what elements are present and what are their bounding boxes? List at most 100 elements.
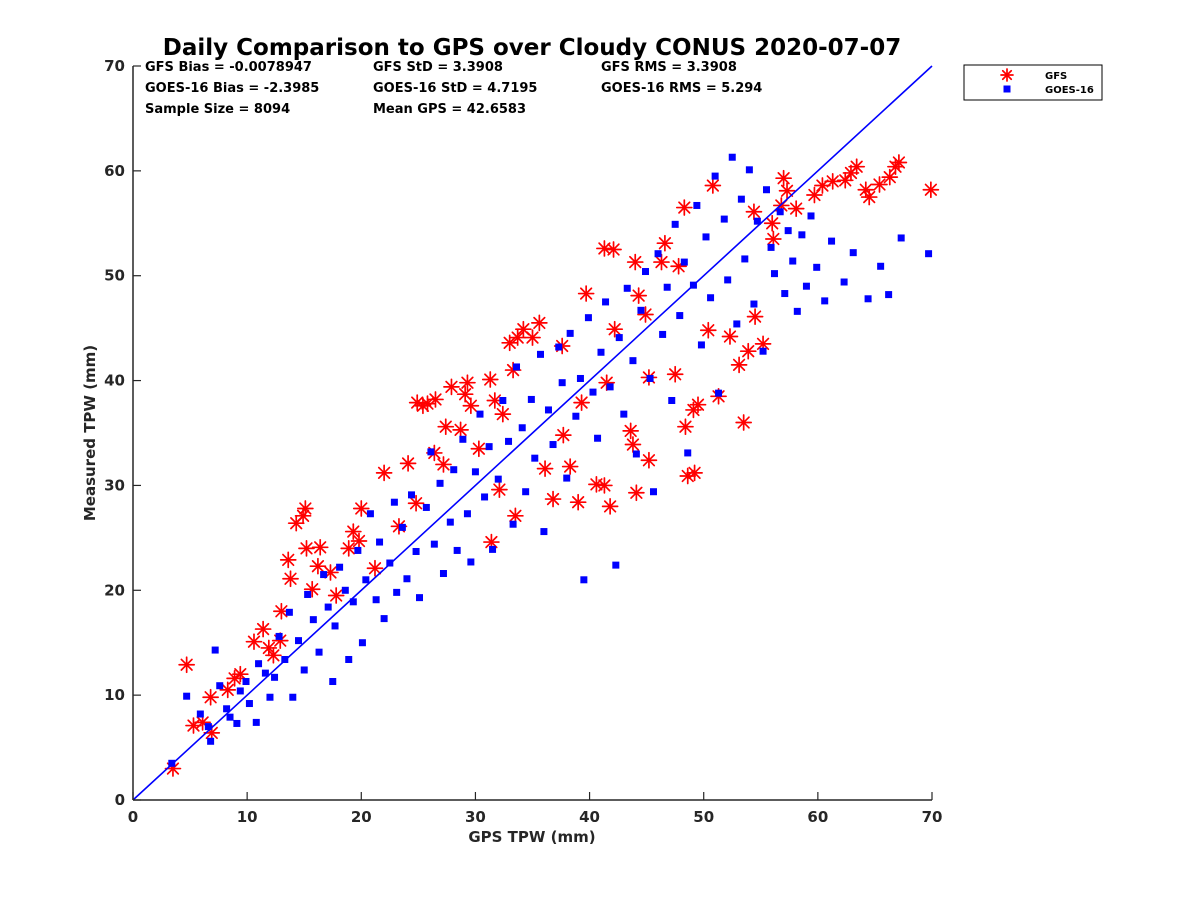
gfs-point (775, 169, 792, 187)
gfs-point (746, 308, 764, 325)
goes16-point (684, 449, 692, 457)
goes16-point (331, 622, 339, 630)
goes16-point (459, 435, 467, 443)
y-tick-label: 70 (104, 57, 125, 75)
chart-title: Daily Comparison to GPS over Cloudy CONU… (163, 35, 901, 61)
gfs-point (298, 539, 315, 557)
goes16-point (663, 283, 671, 291)
goes16-point (849, 249, 857, 257)
goes16-point (485, 443, 493, 451)
gfs-point (524, 329, 541, 346)
gfs-point (366, 559, 384, 577)
gfs-point (491, 481, 508, 498)
goes16-point (623, 284, 631, 292)
statistics-annotations: GFS Bias = -0.0078947 GFS StD = 3.3908 GFS… (145, 60, 762, 117)
gfs-point (427, 391, 444, 408)
gfs-point (778, 182, 796, 200)
goes16-point (793, 307, 801, 315)
goes16-point (707, 294, 715, 302)
gfs-point (730, 356, 748, 374)
gfs-point (666, 365, 684, 383)
goes16-point (427, 448, 435, 456)
data-points (164, 153, 940, 777)
gfs-point (509, 329, 527, 346)
gfs-point (456, 385, 474, 403)
goes16-point (204, 723, 212, 731)
goes16-point (439, 570, 447, 578)
gfs-point (890, 154, 908, 171)
goes16-point (724, 276, 732, 284)
goes16-point (549, 441, 557, 449)
gfs-point (577, 285, 595, 302)
goes16-point (336, 563, 344, 571)
goes16-point (522, 488, 530, 496)
goes16-point (372, 596, 380, 604)
goes16-point (580, 576, 588, 584)
gfs-point (219, 681, 237, 699)
gfs-point (637, 306, 654, 323)
goes16-point (518, 424, 526, 432)
legend-box (963, 64, 1103, 101)
goes16-point (295, 637, 303, 645)
x-tick-label: 50 (693, 808, 714, 826)
gfs-point (419, 395, 436, 412)
gfs-point (202, 688, 219, 706)
goes16-point (649, 488, 657, 496)
goes16-point (781, 290, 789, 298)
gfs-point (735, 414, 753, 431)
goes16-point (415, 594, 423, 602)
legend-gfs-marker (1000, 68, 1014, 82)
goes16-point (828, 237, 836, 245)
goes16-point (576, 374, 584, 382)
gfs-point (677, 418, 694, 436)
y-tick-label: 20 (104, 581, 125, 599)
goes16-point (558, 379, 566, 387)
gfs-point (640, 451, 658, 469)
gfs-point (598, 374, 616, 392)
goes16-point (770, 270, 778, 278)
goes16-point (345, 655, 353, 663)
goes16-point (349, 598, 357, 606)
goes16-point (285, 608, 293, 616)
y-tick-label: 60 (104, 162, 125, 180)
goes16-point (315, 648, 323, 656)
goes16-point (784, 227, 792, 235)
gfs-point (231, 665, 249, 683)
goes16-point (476, 410, 484, 418)
goes16-point (403, 575, 411, 583)
gfs-point (350, 532, 368, 550)
goes16-point (211, 646, 219, 654)
goes16-point (226, 713, 234, 721)
gfs-point (507, 507, 524, 525)
x-axis-label: GPS TPW (mm) (468, 828, 595, 846)
goes16-point (659, 330, 667, 338)
goes16-point (925, 250, 933, 258)
goes16-point (762, 186, 770, 194)
goes16-point (594, 434, 602, 442)
goes16-point (271, 673, 279, 681)
gfs-point (605, 241, 622, 258)
gfs-point (279, 551, 297, 569)
goes16-point (737, 195, 745, 203)
gfs-point (352, 500, 370, 517)
gfs-point (459, 374, 476, 392)
gfs-point (601, 498, 619, 515)
legend-goes16-marker (1003, 85, 1011, 93)
goes16-point (741, 255, 749, 263)
gfs-point (836, 171, 854, 189)
goes16-point (362, 576, 370, 584)
stat-r0-c1: GFS StD = 3.3908 (373, 60, 503, 75)
goes16-point (304, 590, 312, 598)
gfs-point (745, 203, 763, 221)
goes16-point (697, 341, 705, 349)
series-goes-16 (168, 153, 933, 767)
gfs-point (787, 200, 805, 217)
goes16-point (467, 558, 475, 566)
goes16-point (499, 396, 507, 404)
one-to-one-reference-line (132, 65, 933, 801)
goes16-point (358, 639, 366, 647)
goes16-point (615, 334, 623, 342)
goes16-point (380, 615, 388, 623)
goes16-point (494, 475, 502, 483)
goes16-point (513, 363, 521, 371)
